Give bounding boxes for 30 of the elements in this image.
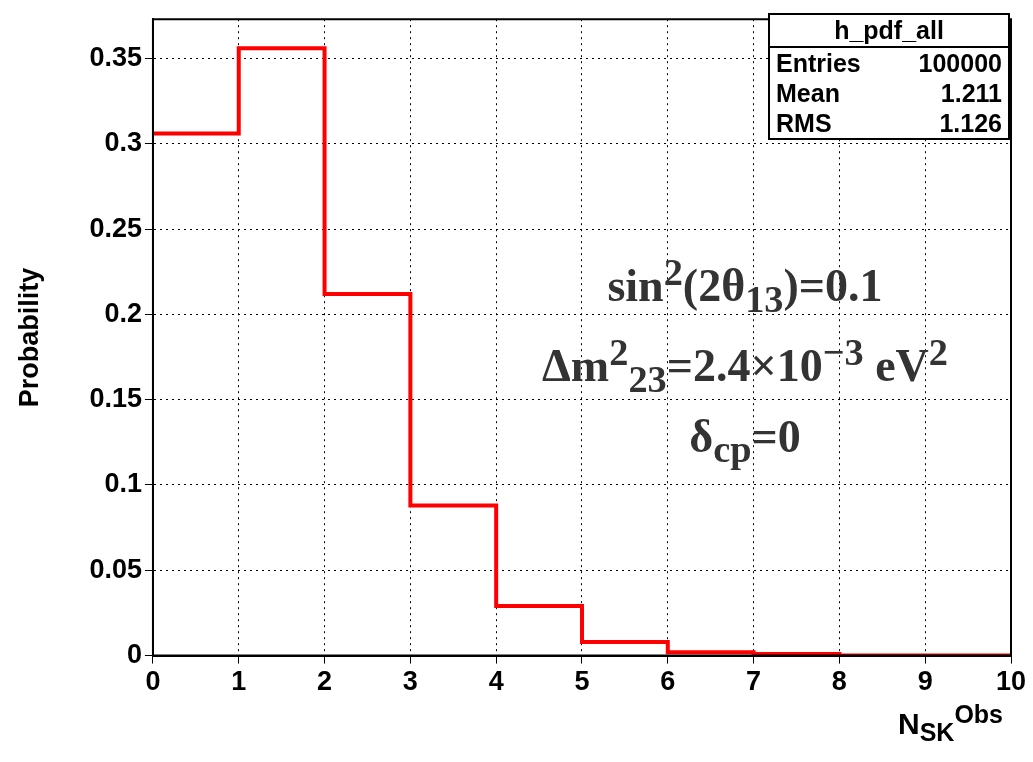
y-tick-label: 0.1	[104, 468, 142, 499]
y-axis-title: Probability	[13, 267, 44, 408]
annotation: 1.211	[940, 78, 1002, 108]
y-tick-label: 0.3	[104, 127, 142, 158]
x-tick-label: 9	[917, 666, 933, 697]
annotation: 1.126	[939, 108, 1002, 138]
annotation: sin$^{2}$(2θ$_{13}$)=0.1	[606, 250, 884, 321]
y-tick-label: 0.2	[104, 297, 142, 328]
x-tick-label: 7	[746, 666, 762, 697]
annotation: RMS	[776, 108, 832, 138]
x-tick-label: 6	[660, 666, 676, 697]
x-tick-label: 4	[488, 666, 504, 697]
y-tick-label: 0.15	[89, 383, 142, 414]
y-tick-label: 0.25	[89, 212, 142, 243]
annotation: δ$_{cp}$=0	[688, 410, 802, 472]
y-tick-label: 0.05	[89, 553, 142, 584]
x-tick-label: 5	[574, 666, 590, 697]
annotation: Mean	[776, 78, 840, 108]
y-tick-label: 0.35	[89, 41, 142, 72]
x-tick-label: 1	[231, 666, 247, 697]
annotation: Δm$^{2}$$_{23}$=2.4×10$^{−3}$ eV$^{2}$	[541, 330, 949, 401]
annotation: 100000	[918, 48, 1002, 78]
x-tick-label: 2	[317, 666, 333, 697]
x-tick-label: 0	[145, 666, 161, 697]
annotation: Entries	[776, 48, 861, 78]
x-tick-label: 8	[831, 666, 847, 697]
x-tick-label: 10	[995, 666, 1027, 697]
x-tick-label: 3	[402, 666, 418, 697]
annotation: h_pdf_all	[770, 15, 1008, 48]
y-tick-label: 0	[126, 639, 142, 670]
